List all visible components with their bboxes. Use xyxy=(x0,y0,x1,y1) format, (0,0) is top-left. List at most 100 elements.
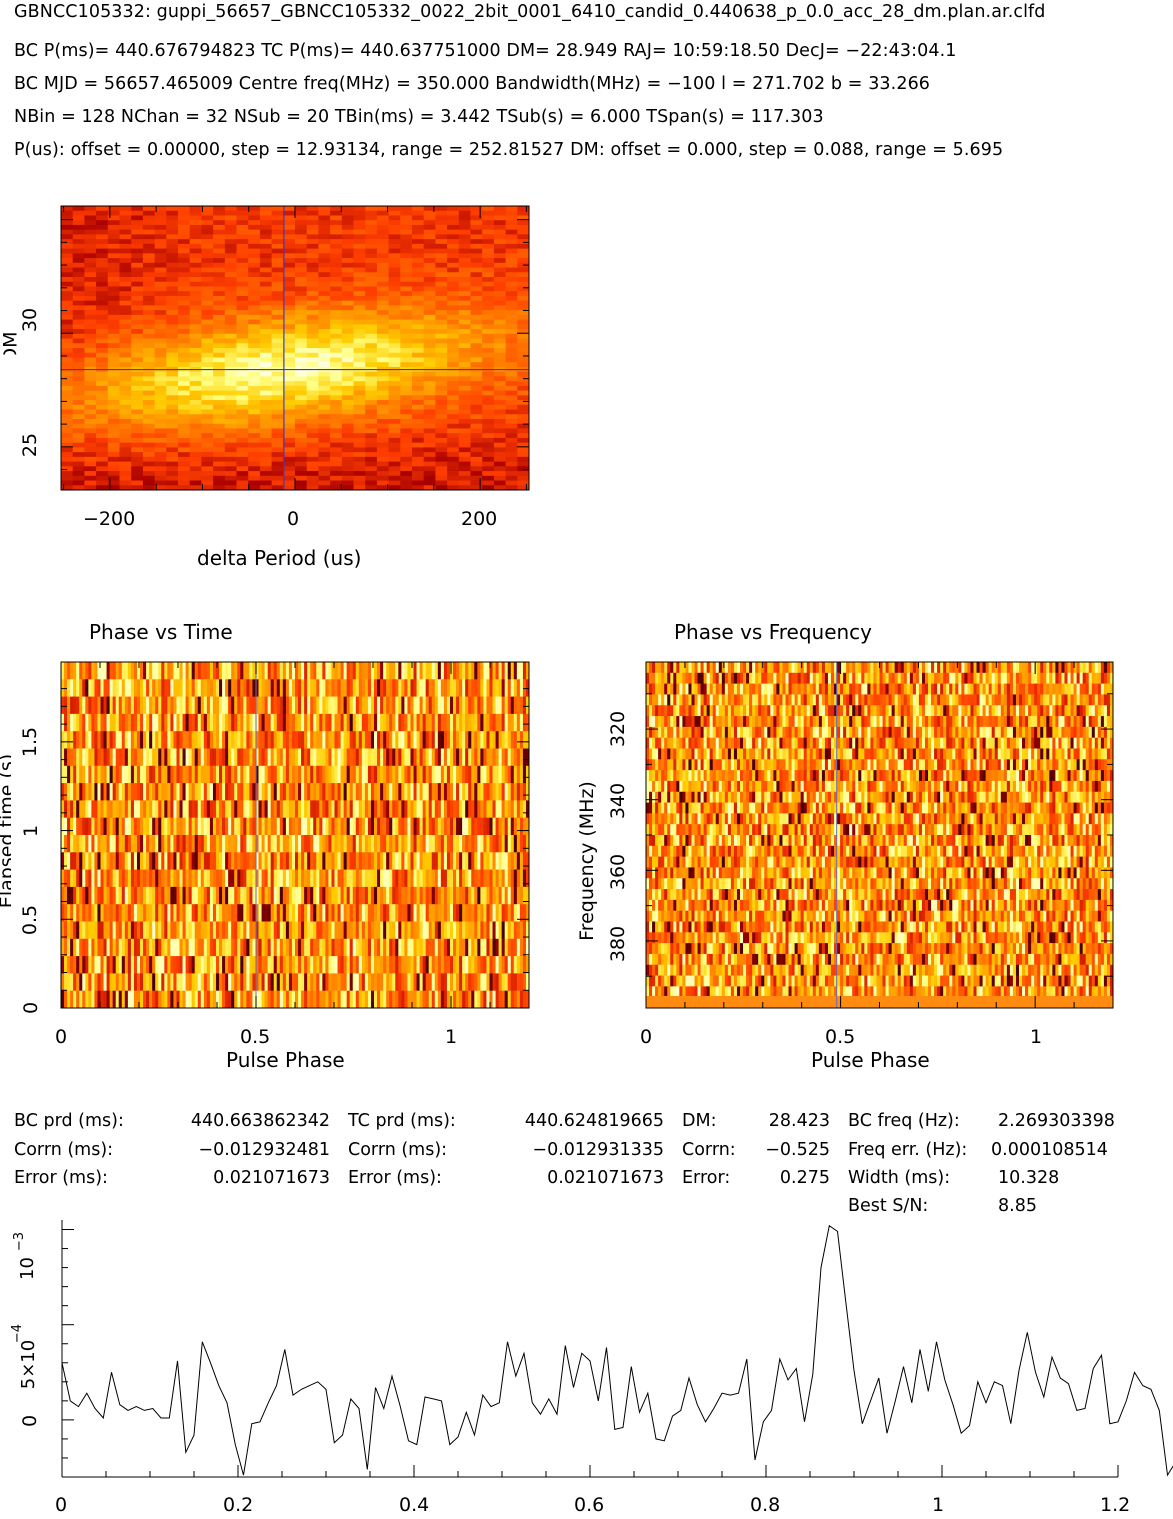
heatmap-cell xyxy=(276,817,281,836)
heatmap-cell xyxy=(480,886,484,905)
heatmap-cell xyxy=(400,423,413,430)
heatmap-cell xyxy=(365,281,378,288)
heatmap-cell xyxy=(377,783,381,801)
heatmap-cell xyxy=(283,215,296,221)
heatmap-cell xyxy=(142,343,156,349)
heatmap-cell xyxy=(298,696,302,715)
heatmap-cell xyxy=(388,456,401,463)
heatmap-cell xyxy=(107,466,121,472)
heatmap-cell xyxy=(283,253,296,259)
heatmap-cell xyxy=(96,376,109,382)
heatmap-cell xyxy=(112,696,117,715)
heatmap-cell xyxy=(422,869,427,888)
heatmap-cell xyxy=(224,262,238,269)
heatmap-cell xyxy=(267,835,272,853)
heatmap-cell xyxy=(154,466,167,472)
heatmap-cell xyxy=(107,234,121,240)
heatmap-cell xyxy=(330,433,343,439)
heatmap-cell xyxy=(447,395,460,401)
heatmap-cell xyxy=(374,886,378,905)
heatmap-cell xyxy=(470,423,483,430)
heatmap-cell xyxy=(517,220,529,226)
heatmap-cell xyxy=(493,300,507,306)
heatmap-cell xyxy=(133,713,138,732)
heatmap-cell xyxy=(517,234,529,240)
heatmap-cell xyxy=(443,904,448,922)
heatmap-cell xyxy=(370,904,375,922)
heatmap-cell xyxy=(510,800,515,819)
heatmap-cell xyxy=(522,869,527,888)
heatmap-cell xyxy=(72,329,85,335)
heatmap-cell xyxy=(225,696,229,715)
heatmap-cell xyxy=(412,381,425,387)
heatmap-cell xyxy=(142,400,156,406)
heatmap-cell xyxy=(313,869,317,888)
heatmap-cell xyxy=(367,783,372,801)
heatmap-cell xyxy=(519,852,524,871)
heatmap-cell xyxy=(243,886,247,905)
heatmap-cell xyxy=(306,300,319,306)
heatmap-cell xyxy=(513,904,518,922)
heatmap-cell xyxy=(166,210,179,217)
heatmap-cell xyxy=(219,921,223,940)
heatmap-cell xyxy=(482,433,495,439)
heatmap-cell xyxy=(249,765,253,784)
heatmap-cell xyxy=(376,281,390,288)
heatmap-cell xyxy=(318,428,331,434)
heatmap-cell xyxy=(106,731,111,749)
heatmap-cell xyxy=(178,385,191,392)
heatmap-cell xyxy=(447,343,460,349)
heatmap-cell xyxy=(201,338,214,344)
heatmap-cell xyxy=(318,381,331,387)
heatmap-cell xyxy=(435,362,448,368)
heatmap-cell xyxy=(142,385,156,392)
heatmap-cell xyxy=(361,921,366,940)
heatmap-cell xyxy=(283,343,296,349)
heatmap-cell xyxy=(201,404,214,411)
heatmap-cell xyxy=(72,267,85,273)
heatmap-cell xyxy=(182,731,187,749)
heatmap-cell xyxy=(189,456,202,463)
heatmap-cell xyxy=(215,800,220,819)
heatmap-cell xyxy=(237,938,241,957)
heatmap-cell xyxy=(334,748,339,767)
heatmap-cell xyxy=(178,277,191,283)
heatmap-cell xyxy=(447,381,460,387)
heatmap-cell xyxy=(437,662,442,680)
heatmap-cell xyxy=(431,817,436,836)
heatmap-cell xyxy=(243,783,247,801)
heatmap-cell xyxy=(119,262,132,269)
heatmap-cell xyxy=(482,267,495,273)
heatmap-cell xyxy=(131,220,144,226)
heatmap-cell xyxy=(517,243,529,250)
heatmap-cell xyxy=(341,475,355,482)
heatmap-cell xyxy=(166,461,179,467)
heatmap-cell xyxy=(225,783,229,801)
heatmap-cell xyxy=(178,480,191,486)
heatmap-cell xyxy=(259,390,273,396)
heatmap-cell xyxy=(358,869,363,888)
heatmap-cell xyxy=(343,748,348,767)
heatmap-cell xyxy=(383,817,387,836)
heatmap-cell xyxy=(483,800,487,819)
heatmap-cell xyxy=(118,817,123,836)
heatmap-cell xyxy=(130,748,135,767)
heatmap-cell xyxy=(482,466,495,472)
heatmap-cell xyxy=(358,800,363,819)
heatmap-cell xyxy=(291,748,296,767)
heatmap-cell xyxy=(178,329,191,335)
heatmap-cell xyxy=(353,456,366,463)
heatmap-cell xyxy=(222,731,226,749)
heatmap-cell xyxy=(164,765,168,784)
heatmap-cell xyxy=(404,817,408,836)
heatmap-cell xyxy=(306,385,319,392)
heatmap-cell xyxy=(423,300,436,306)
heatmap-cell xyxy=(170,869,174,888)
heatmap-cell xyxy=(517,333,529,340)
heatmap-cell xyxy=(271,305,284,311)
heatmap-cell xyxy=(498,765,503,784)
heatmap-cell xyxy=(154,385,167,392)
heatmap-cell xyxy=(288,869,293,888)
heatmap-cell xyxy=(295,338,308,344)
heatmap-cell xyxy=(106,921,111,940)
